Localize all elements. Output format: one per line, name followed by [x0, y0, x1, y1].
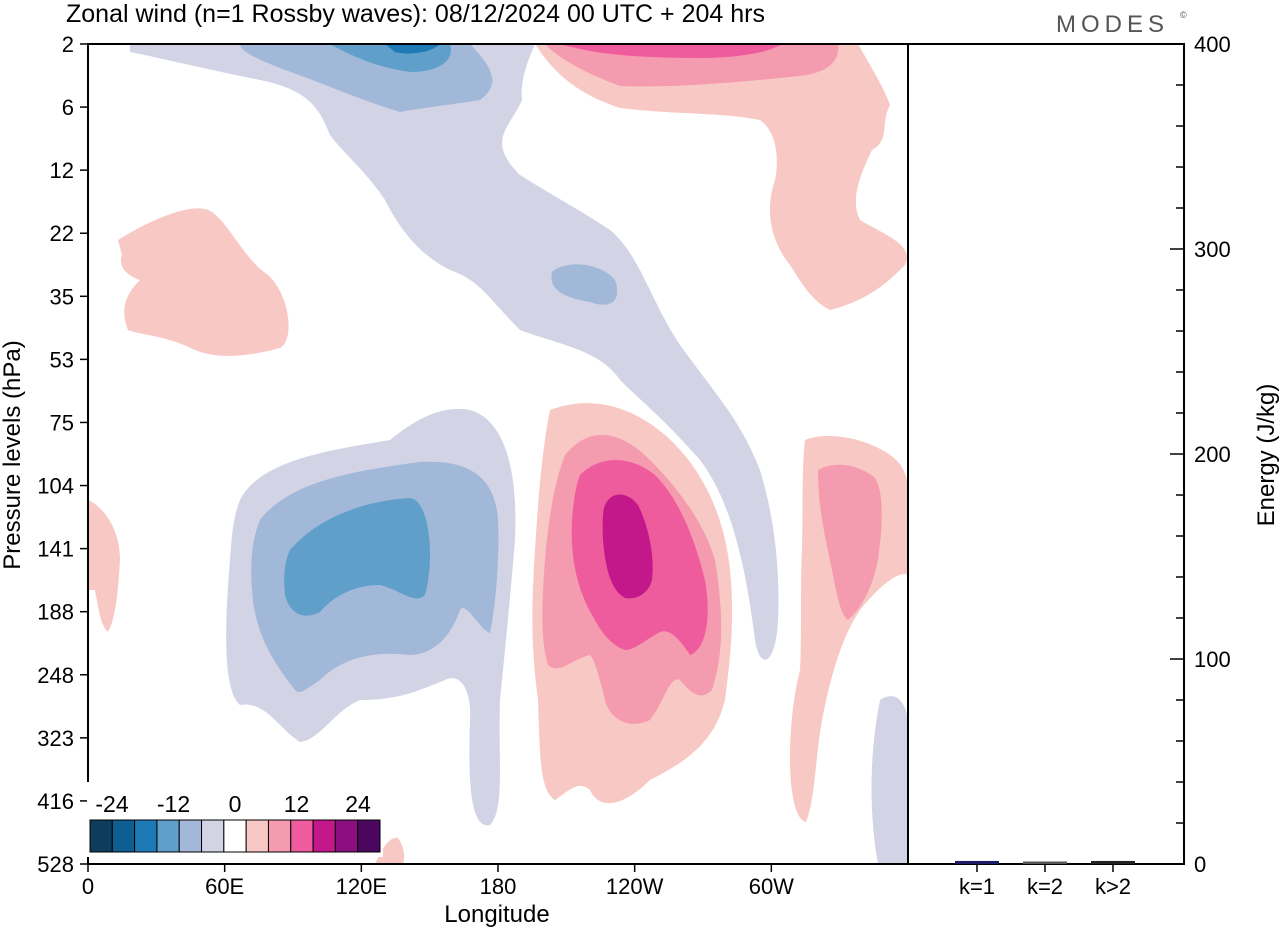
y-tick-label: 323 — [37, 726, 74, 751]
colorbar-swatch — [245, 819, 269, 853]
colorbar-label: 12 — [284, 791, 310, 817]
colorbar-swatch — [111, 819, 136, 853]
contour-pos-west-blob-p5 — [118, 208, 289, 356]
colorbar-swatch — [201, 819, 225, 853]
colorbar-swatch — [178, 819, 203, 853]
colorbar-swatch — [267, 819, 292, 853]
colorbar-label: 0 — [229, 791, 242, 817]
contour-pos-stratosphere-p5 — [535, 44, 907, 310]
contour-pos-east-p10 — [818, 464, 882, 620]
energy-tick-label: 200 — [1194, 442, 1231, 467]
energy-category-label: k=1 — [959, 874, 995, 899]
energy-tick-label: 0 — [1194, 852, 1206, 877]
x-tick-label: 120E — [336, 874, 387, 899]
y-tick-label: 188 — [37, 600, 74, 625]
contour-pos-bottom-p5 — [375, 837, 405, 864]
contour-neg-stratosphere-m20 — [385, 44, 440, 54]
energy-panel-frame — [907, 43, 1185, 865]
y-tick-label: 2 — [62, 32, 74, 57]
energy-bar — [1023, 861, 1067, 864]
y-tick-label: 141 — [37, 537, 74, 562]
y-tick-label: 248 — [37, 663, 74, 688]
y-tick-label: 104 — [37, 474, 74, 499]
energy-tick-label: 300 — [1194, 237, 1231, 262]
y-tick-label: 528 — [37, 852, 74, 877]
y-tick-label: 6 — [62, 95, 74, 120]
colorbar: -24 -12 0 12 24 — [87, 782, 383, 857]
contour-pos-left-edge-p5 — [88, 500, 120, 632]
pressure-axis: 2 6 12 22 35 53 75 104 141 188 248 323 416 528 — [37, 32, 88, 877]
colorbar-label: 24 — [345, 791, 371, 817]
y-tick-label: 12 — [50, 158, 74, 183]
modes-logo: MODES — [1056, 11, 1169, 38]
colorbar-swatch — [89, 819, 113, 853]
modes-logo-mark: © — [1180, 10, 1187, 20]
y-tick-label: 53 — [50, 347, 74, 372]
colorbar-swatch — [156, 819, 180, 853]
contour-neg-stratosphere-band-m5 — [130, 44, 779, 660]
energy-bar — [1091, 860, 1135, 864]
colorbar-label: -24 — [95, 791, 128, 817]
contour-pos-tropos-p20 — [602, 494, 653, 599]
x-tick-label: 180 — [480, 874, 517, 899]
colorbar-swatch — [134, 819, 158, 853]
x-tick-label: 60W — [749, 874, 794, 899]
y-tick-label: 75 — [50, 410, 74, 435]
contour-neg-upper-blob-m10 — [551, 264, 618, 305]
energy-axis-label: Energy (J/kg) — [1253, 384, 1280, 527]
energy-tick-label: 100 — [1194, 647, 1231, 672]
energy-category-label: k=2 — [1027, 874, 1063, 899]
y-tick-label: 22 — [50, 221, 74, 246]
x-tick-label: 60E — [205, 874, 244, 899]
y-tick-label: 35 — [50, 284, 74, 309]
longitude-axis: 0 60E 120E 180 120W 60W — [82, 864, 794, 899]
x-tick-label: 120W — [606, 874, 664, 899]
colorbar-swatch — [312, 819, 336, 853]
contour-pos-stratosphere-p15 — [560, 44, 782, 58]
energy-bar — [955, 860, 999, 864]
energy-tick-label: 400 — [1194, 32, 1231, 57]
colorbar-swatch — [334, 819, 359, 853]
contour-neg-lower-right-m5 — [871, 696, 908, 864]
y-axis-label: Pressure levels (hPa) — [0, 340, 26, 569]
energy-axis: 0 100 200 300 400 — [1170, 32, 1231, 877]
energy-category-label: k>2 — [1095, 874, 1131, 899]
x-axis-label: Longitude — [444, 901, 549, 928]
colorbar-swatch — [223, 819, 247, 853]
x-tick-label: 0 — [82, 874, 94, 899]
y-tick-label: 416 — [37, 789, 74, 814]
colorbar-label: -12 — [157, 791, 190, 817]
contour-neg-tropos-m15 — [284, 498, 430, 616]
colorbar-swatch — [357, 819, 381, 853]
chart-title: Zonal wind (n=1 Rossby waves): 08/12/202… — [66, 0, 765, 28]
energy-bars: k=1 k=2 k>2 — [955, 860, 1135, 899]
contour-field — [88, 44, 908, 864]
colorbar-swatch — [290, 819, 314, 853]
